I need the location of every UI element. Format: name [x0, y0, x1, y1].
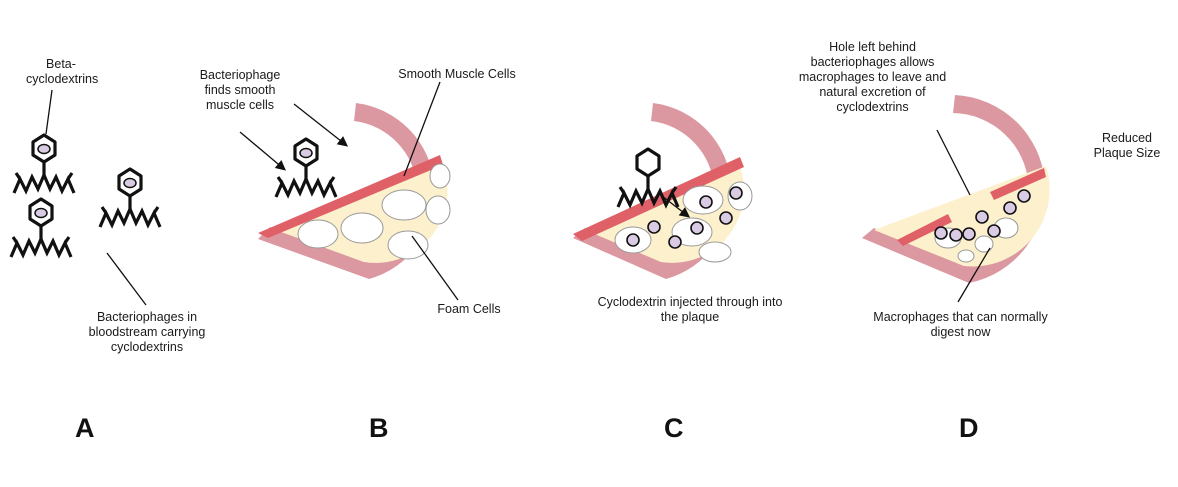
- label-macrophages-digest: Macrophages that can normally digest now: [873, 310, 1048, 339]
- label-hole-left-behind: Hole left behind bacteriophages allows m…: [798, 40, 947, 114]
- macrophage-dot: [975, 210, 989, 224]
- panel-b: [239, 81, 459, 301]
- arrow: [661, 195, 691, 218]
- smooth-muscle-band: [990, 168, 1046, 200]
- panel-letter-a: A: [75, 413, 95, 443]
- bacteriophage-icon: [98, 167, 162, 229]
- cyclodextrin-dot: [690, 221, 704, 235]
- cyclodextrin-dot: [699, 195, 713, 209]
- foam-cell: [429, 163, 451, 189]
- foam-cell: [297, 219, 339, 249]
- panel-a: [9, 89, 162, 306]
- macrophage-dot: [1003, 201, 1017, 215]
- smooth-muscle-band: [258, 155, 443, 238]
- macrophage-dot: [949, 228, 963, 242]
- bacteriophage-icon: [9, 197, 73, 259]
- arrow: [293, 103, 349, 147]
- cyclodextrin-dot: [626, 233, 640, 247]
- foam-cell: [340, 212, 384, 244]
- bacteriophage-icon: [616, 147, 680, 209]
- leader-line: [403, 81, 441, 177]
- arrow: [239, 131, 286, 171]
- leader-line: [411, 235, 459, 301]
- leader-line: [45, 89, 53, 135]
- cyclodextrin-dot: [647, 220, 661, 234]
- label-reduced-plaque-size: Reduced Plaque Size: [1093, 131, 1161, 160]
- panel-c: [573, 103, 753, 279]
- label-bacteriophages-bloodstream: Bacteriophages in bloodstream carrying c…: [88, 310, 206, 354]
- label-beta-cyclodextrins: Beta- cyclodextrins: [26, 57, 99, 86]
- macrophage-dot: [1017, 189, 1031, 203]
- macrophage-dot: [934, 226, 948, 240]
- leader-line: [106, 252, 147, 306]
- panel-letter-d: D: [959, 413, 979, 443]
- label-cyclodextrin-injected: Cyclodextrin injected through into the p…: [597, 295, 783, 324]
- panel-d: [862, 95, 1050, 303]
- cyclodextrin-dot: [668, 235, 682, 249]
- foam-cell: [974, 235, 994, 253]
- leader-line: [936, 129, 971, 196]
- smooth-muscle-band: [897, 214, 952, 246]
- panel-letter-b: B: [369, 413, 389, 443]
- label-smooth-muscle-cells: Smooth Muscle Cells: [398, 67, 516, 81]
- foam-cell: [381, 189, 427, 221]
- label-bacteriophage-finds: Bacteriophage finds smooth muscle cells: [199, 68, 281, 112]
- smooth-muscle-band: [573, 157, 744, 241]
- cyclodextrin-dot: [729, 186, 743, 200]
- bacteriophage-icon: [274, 137, 338, 199]
- foam-cell: [425, 195, 451, 225]
- macrophage-dot: [962, 227, 976, 241]
- leader-line: [957, 247, 991, 303]
- bacteriophage-icon: [12, 133, 76, 195]
- foam-cell: [698, 241, 732, 263]
- cyclodextrin-dot: [719, 211, 733, 225]
- macrophage-dot: [987, 224, 1001, 238]
- panel-letter-c: C: [664, 413, 684, 443]
- foam-cell: [957, 249, 975, 263]
- label-foam-cells: Foam Cells: [437, 302, 501, 316]
- foam-cell: [387, 230, 429, 260]
